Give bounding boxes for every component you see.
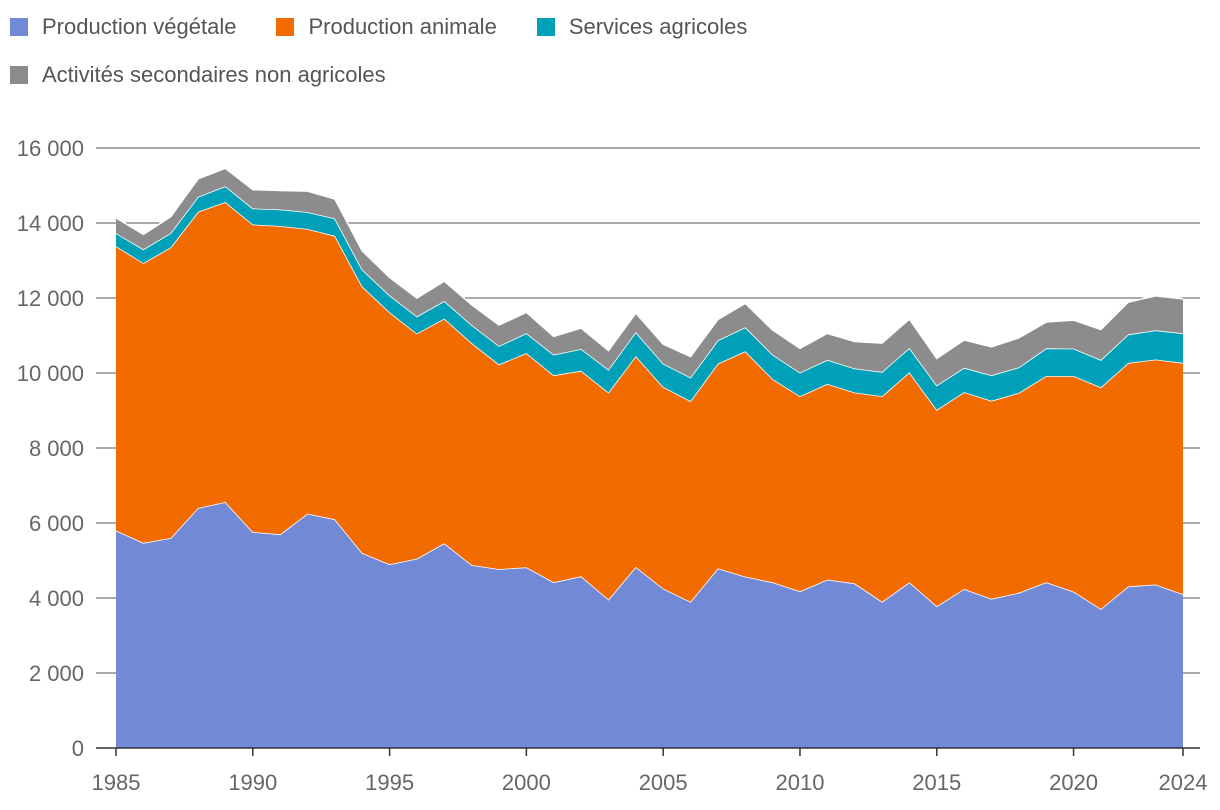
x-tick-label: 2020	[1049, 770, 1098, 795]
legend-swatch-vegetale	[10, 18, 28, 36]
y-tick-label: 2 000	[29, 661, 84, 686]
legend-item-services: Services agricoles	[536, 14, 748, 40]
series-separator-line	[115, 167, 1184, 360]
x-tick-label: 2015	[912, 770, 961, 795]
x-tick-label: 2005	[639, 770, 688, 795]
legend-swatch-secondaires	[10, 66, 28, 84]
y-tick-label: 0	[72, 736, 84, 761]
x-tick-label: 2000	[502, 770, 551, 795]
y-tick-label: 8 000	[29, 436, 84, 461]
area-secondaires	[116, 168, 1183, 386]
legend-swatch-services	[536, 18, 555, 36]
legend-label-secondaires: Activités secondaires non agricoles	[42, 62, 386, 87]
x-tick-label: 1985	[92, 770, 141, 795]
x-tick-label: 1995	[365, 770, 414, 795]
legend-row-2: Activités secondaires non agricoles	[10, 56, 1210, 94]
x-tick-label: 2024	[1159, 770, 1208, 795]
legend-swatch-animale	[276, 18, 295, 36]
chart-legend: Production végétale Production animale S…	[10, 8, 1210, 104]
area-animale	[116, 202, 1183, 609]
y-tick-label: 4 000	[29, 586, 84, 611]
legend-label-vegetale: Production végétale	[42, 14, 237, 39]
area-series	[115, 167, 1184, 748]
y-tick-label: 6 000	[29, 511, 84, 536]
x-tick-label: 1990	[228, 770, 277, 795]
y-tick-label: 10 000	[17, 361, 84, 386]
y-tick-label: 12 000	[17, 286, 84, 311]
x-tick-labels: 1985 1990 1995 2000 2005 2010 2015 2020 2024	[92, 770, 1208, 795]
legend-item-vegetale: Production végétale	[10, 14, 236, 40]
area-vegetale	[116, 502, 1183, 748]
y-tick-labels: 0 2 000 4 000 6 000 8 000 10 000 12 000 14 000 1…	[17, 136, 84, 761]
y-tick-label: 16 000	[17, 136, 84, 161]
legend-label-animale: Production animale	[308, 14, 497, 39]
x-tick-label: 2010	[775, 770, 824, 795]
axes	[96, 747, 1200, 756]
legend-item-animale: Production animale	[276, 14, 497, 40]
legend-item-secondaires: Activités secondaires non agricoles	[10, 62, 386, 88]
area-services	[116, 186, 1183, 410]
legend-label-services: Services agricoles	[568, 14, 748, 39]
y-tick-label: 14 000	[17, 211, 84, 236]
legend-row-1: Production végétale Production animale S…	[10, 8, 1210, 46]
